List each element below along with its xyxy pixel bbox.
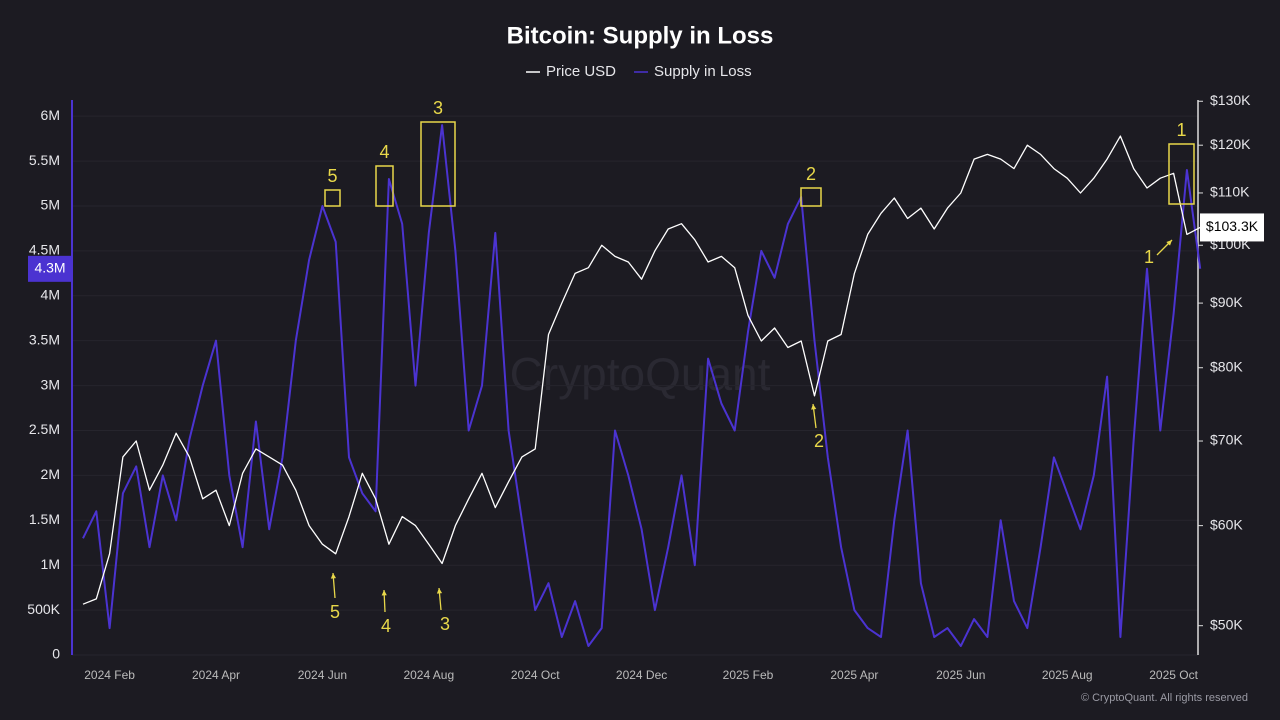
annotation-box: [800, 187, 822, 207]
x-tick-label: 2025 Apr: [830, 668, 878, 682]
y-tick-label: 2.5M: [29, 421, 60, 437]
x-tick-label: 2024 Jun: [298, 668, 347, 682]
y-tick-label: 3M: [41, 376, 60, 392]
x-tick-label: 2025 Jun: [936, 668, 985, 682]
x-tick-label: 2025 Feb: [723, 668, 774, 682]
legend-label: Price USD: [546, 63, 616, 80]
annotation-arrowhead: [811, 404, 817, 410]
y-tick-label: 1.5M: [29, 511, 60, 527]
y-tick-label: 1M: [41, 556, 60, 572]
annotation-label: 2: [814, 431, 824, 451]
current-value-box: [1200, 213, 1264, 242]
y2-tick-label: $60K: [1210, 516, 1243, 532]
series-line: [82, 124, 1202, 647]
series-line: [82, 135, 1201, 605]
annotation-box: [420, 121, 456, 207]
annotation-label: 1: [1176, 120, 1186, 140]
footer: © CryptoQuant. All rights reserved: [1081, 692, 1248, 704]
annotation-label: 5: [327, 166, 337, 186]
y-tick-label: 0: [52, 646, 60, 662]
annotation-label: 4: [381, 616, 391, 636]
legend-label: Supply in Loss: [654, 63, 752, 80]
y-tick-label: 4M: [41, 286, 60, 302]
y2-tick-label: $80K: [1210, 358, 1243, 374]
y-tick-label: 5M: [41, 197, 60, 213]
annotation-box: [324, 189, 341, 207]
x-tick-label: 2025 Oct: [1149, 668, 1198, 682]
y2-tick-label: $120K: [1210, 136, 1251, 152]
annotation-label: 5: [330, 602, 340, 622]
x-tick-label: 2024 Apr: [192, 668, 240, 682]
y-tick-label: 500K: [27, 601, 60, 617]
annotation-label: 1: [1144, 247, 1154, 267]
y-tick-label: 5.5M: [29, 152, 60, 168]
annotation-label: 2: [806, 164, 816, 184]
y2-tick-label: $50K: [1210, 616, 1243, 632]
annotation-label: 3: [440, 614, 450, 634]
y-tick-label: 3.5M: [29, 331, 60, 347]
x-tick-label: 2024 Oct: [511, 668, 560, 682]
y-tick-label: 4.5M: [29, 242, 60, 258]
annotation-arrowhead: [1166, 240, 1172, 246]
y2-tick-label: $90K: [1210, 294, 1243, 310]
x-tick-label: 2024 Aug: [403, 668, 454, 682]
x-tick-label: 2024 Dec: [616, 668, 667, 682]
watermark: CryptoQuant: [510, 348, 771, 400]
current-value-label: 4.3M: [34, 260, 65, 276]
y-tick-label: 6M: [41, 107, 60, 123]
y-tick-label: 2M: [41, 466, 60, 482]
annotation-box: [1168, 143, 1195, 205]
x-tick-label: 2024 Feb: [84, 668, 135, 682]
annotation-arrowhead: [381, 590, 387, 596]
y2-tick-label: $70K: [1210, 432, 1243, 448]
annotation-label: 3: [433, 98, 443, 118]
x-tick-label: 2025 Aug: [1042, 668, 1093, 682]
annotation-label: 4: [379, 142, 389, 162]
current-value-box: [28, 255, 72, 282]
chart-title: Bitcoin: Supply in Loss: [507, 22, 774, 49]
annotation-arrowhead: [436, 588, 443, 594]
annotation-box: [375, 165, 394, 207]
y2-tick-label: $110K: [1210, 184, 1250, 200]
current-value-label: $103.3K: [1206, 218, 1259, 234]
annotation-arrowhead: [330, 573, 337, 579]
y2-tick-label: $130K: [1210, 92, 1251, 108]
